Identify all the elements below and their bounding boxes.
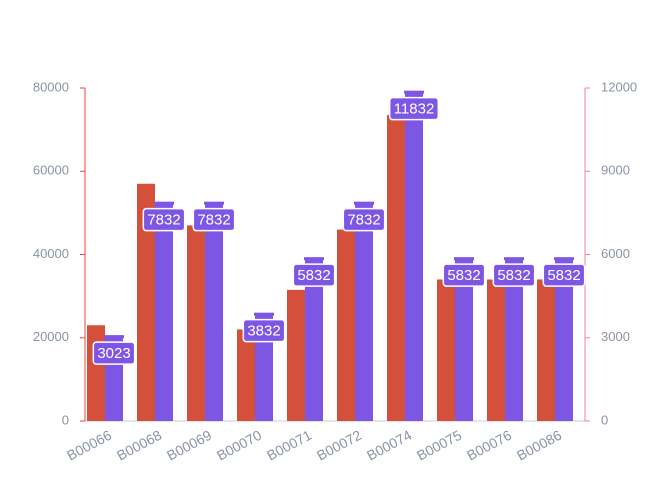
bar (287, 289, 305, 421)
x-tick-label: B00074 (364, 427, 414, 464)
x-tick-label: B00075 (414, 427, 464, 464)
x-tick-label: B00076 (464, 427, 514, 464)
value-label: 5832 (447, 267, 480, 284)
bar-cap (354, 201, 374, 205)
value-label-bg (192, 207, 236, 232)
bar (205, 203, 223, 421)
value-label: 7832 (147, 212, 180, 229)
bar-cap (204, 201, 224, 205)
bar-cap (104, 335, 124, 339)
y-tick-label: 20000 (33, 329, 69, 344)
bar (537, 279, 555, 421)
bar (555, 259, 573, 421)
bar-cap (454, 257, 474, 261)
bar (337, 229, 355, 421)
value-label-bg (492, 263, 536, 287)
y-tick-label: 60000 (33, 163, 69, 178)
bar (237, 329, 255, 421)
value-label-box: 3832 (242, 318, 286, 343)
bar-cap (554, 257, 574, 261)
x-tick-label: B00086 (514, 427, 564, 464)
value-label: 3023 (97, 345, 130, 362)
value-label: 3832 (247, 323, 280, 340)
value-label-bg (388, 96, 440, 121)
value-label-box: 5832 (292, 263, 336, 287)
y2-tick-label: 0 (601, 412, 608, 427)
value-label-box: 7832 (342, 207, 386, 232)
value-label-box: 5832 (442, 263, 486, 287)
bar (155, 203, 173, 421)
value-label: 5832 (497, 267, 530, 284)
value-label-box: 5832 (492, 263, 536, 287)
bar (305, 259, 323, 421)
bar-cap (404, 90, 424, 94)
bar-cap (154, 201, 174, 205)
x-tick-label: B00072 (314, 427, 364, 464)
value-label: 5832 (297, 267, 330, 284)
x-tick-label: B00071 (264, 427, 314, 464)
bar (355, 203, 373, 421)
value-label-box: 5832 (542, 263, 586, 287)
value-label: 5832 (547, 267, 580, 284)
y2-tick-label: 3000 (601, 329, 630, 344)
bar (437, 279, 455, 421)
value-label-bg (442, 263, 486, 287)
bar (487, 279, 505, 421)
y-tick-label: 40000 (33, 246, 69, 261)
value-label-bg (342, 207, 386, 232)
bar-cap (504, 257, 524, 261)
bar (405, 92, 423, 422)
value-label-box: 11832 (388, 96, 440, 121)
value-label-box: 7832 (142, 207, 186, 232)
y2-tick-label: 6000 (601, 246, 630, 261)
x-tick-label: B00070 (214, 427, 264, 464)
x-tick-label: B00069 (164, 427, 214, 464)
value-label-bg (92, 341, 136, 365)
bar (455, 259, 473, 421)
bar (505, 259, 523, 421)
y2-tick-label: 12000 (601, 79, 637, 94)
value-label-bg (542, 263, 586, 287)
bar (187, 225, 205, 421)
value-label-box: 7832 (192, 207, 236, 232)
bar (387, 115, 405, 422)
y-tick-label: 80000 (33, 79, 69, 94)
value-label: 7832 (197, 212, 230, 229)
x-tick-label: B00068 (114, 427, 164, 464)
value-label-bg (292, 263, 336, 287)
x-tick-label: B00066 (64, 427, 114, 464)
bar (87, 325, 105, 421)
bar-cap (254, 312, 274, 316)
value-label: 7832 (347, 212, 380, 229)
value-label-box: 3023 (92, 341, 136, 365)
value-label-bg (242, 318, 286, 343)
value-label: 11832 (394, 101, 435, 118)
bar (137, 183, 155, 421)
y-tick-label: 0 (62, 412, 69, 427)
bar-cap (304, 257, 324, 261)
y2-tick-label: 9000 (601, 163, 630, 178)
value-label-bg (142, 207, 186, 232)
